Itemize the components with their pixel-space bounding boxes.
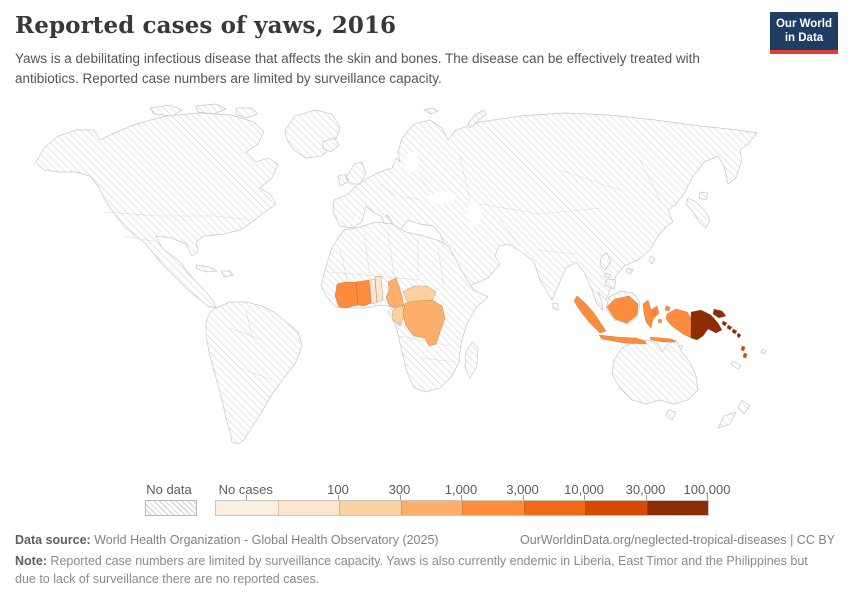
legend-label-7: 100,000: [683, 482, 731, 497]
data-source-value: World Health Organization - Global Healt…: [90, 533, 439, 547]
legend-bar: [215, 500, 709, 516]
country-central-african-republic[interactable]: [402, 285, 437, 304]
land-new-zealand: [717, 399, 751, 429]
country-ghana[interactable]: [355, 279, 372, 307]
country-indonesia-sulawesi[interactable]: [642, 299, 660, 329]
chart-note: Note: Reported case numbers are limited …: [15, 552, 827, 588]
owid-logo-line1: Our World: [775, 18, 832, 30]
legend-scale: No cases 100 300 1,000 3,000 10,000 30,000 100,…: [215, 478, 731, 518]
land-australia: [611, 339, 699, 421]
note-text: Reported case numbers are limited by sur…: [15, 554, 808, 587]
legend-no-data-swatch[interactable]: [145, 500, 197, 516]
map-legend: No data No cases 100 300 1,000 3,000 10,000 30…: [0, 478, 850, 523]
black-sea: [428, 192, 454, 204]
legend-bin-6[interactable]: [585, 501, 647, 515]
legend-label-0: No cases: [218, 482, 273, 497]
legend-tick-7: [707, 495, 708, 500]
country-cote-divoire[interactable]: [334, 281, 359, 309]
legend-tick-5: [584, 495, 585, 500]
land-caribbean: [195, 264, 234, 278]
land-japan: [685, 191, 711, 229]
owid-logo-line2: in Data: [784, 32, 824, 45]
legend-tick-0: [245, 495, 247, 500]
land-iceland: [322, 137, 340, 153]
legend-tick-4: [522, 495, 524, 500]
chart-footer: Data source: World Health Organization -…: [15, 531, 835, 549]
legend-label-5: 10,000: [564, 482, 604, 497]
no-data-land: [35, 103, 767, 445]
owid-logo-accent-bar: [770, 49, 838, 54]
land-british-isles: [337, 161, 367, 187]
country-indonesia-west-papua[interactable]: [665, 308, 692, 339]
legend-label-4: 3,000: [506, 482, 539, 497]
country-indonesia-sumatra[interactable]: [573, 295, 607, 334]
owid-logo: Our World in Data: [770, 12, 838, 54]
legend-bin-4[interactable]: [462, 501, 524, 515]
land-philippines: [599, 252, 617, 290]
note-label: Note:: [15, 554, 47, 568]
country-benin[interactable]: [374, 275, 384, 303]
data-source-label: Data source:: [15, 533, 91, 547]
country-indonesia-kalimantan[interactable]: [606, 295, 639, 324]
legend-tick-2: [399, 495, 401, 500]
legend-bin-7[interactable]: [646, 501, 708, 515]
legend-bin-2[interactable]: [339, 501, 401, 515]
country-papua-new-guinea-new-britain[interactable]: [712, 308, 727, 319]
legend-bin-0[interactable]: [216, 501, 278, 515]
legend-bin-5[interactable]: [523, 501, 585, 515]
legend-tick-3: [461, 495, 462, 500]
country-congo[interactable]: [391, 304, 406, 327]
land-novaya-zemlya: [423, 107, 487, 129]
canonical-url: OurWorldinData.org/neglected-tropical-di…: [520, 533, 835, 547]
caspian-sea: [467, 201, 481, 227]
data-countries: [334, 275, 748, 359]
country-indonesia-java[interactable]: [598, 334, 647, 345]
land-new-caledonia: [730, 348, 767, 370]
legend-no-data-label: No data: [146, 482, 192, 497]
page-title: Reported cases of yaws, 2016: [15, 12, 397, 39]
owid-logo-box: Our World in Data: [770, 12, 838, 50]
country-vanuatu[interactable]: [740, 345, 748, 359]
legend-bin-1[interactable]: [277, 501, 339, 515]
legend-bin-3[interactable]: [400, 501, 462, 515]
land-taiwan-hainan: [625, 255, 656, 275]
land-sri-lanka: [552, 302, 559, 311]
land-madagascar: [464, 341, 479, 379]
country-borders: [104, 155, 661, 381]
country-solomon-islands[interactable]: [721, 320, 742, 339]
legend-label-2: 300: [388, 482, 411, 497]
legend-tick-6: [645, 495, 647, 500]
land-arctic-islands: [149, 103, 259, 119]
legend-tick-1: [338, 495, 339, 500]
country-democratic-republic-of-congo[interactable]: [402, 299, 446, 347]
chart-subtitle: Yaws is a debilitating infectious diseas…: [15, 51, 700, 87]
world-map-svg: [35, 103, 767, 445]
legend-label-1: 100: [327, 482, 349, 497]
land-north-america: [35, 112, 279, 309]
data-source: Data source: World Health Organization -…: [15, 531, 439, 549]
country-indonesia-maluku[interactable]: [651, 305, 671, 324]
legend-label-3: 1,000: [444, 482, 478, 497]
legend-label-6: 30,000: [625, 482, 666, 497]
world-map: [0, 100, 850, 478]
country-indonesia-lesser-sunda[interactable]: [649, 336, 677, 343]
country-papua-new-guinea[interactable]: [690, 309, 723, 341]
baltic-sea: [405, 152, 419, 172]
